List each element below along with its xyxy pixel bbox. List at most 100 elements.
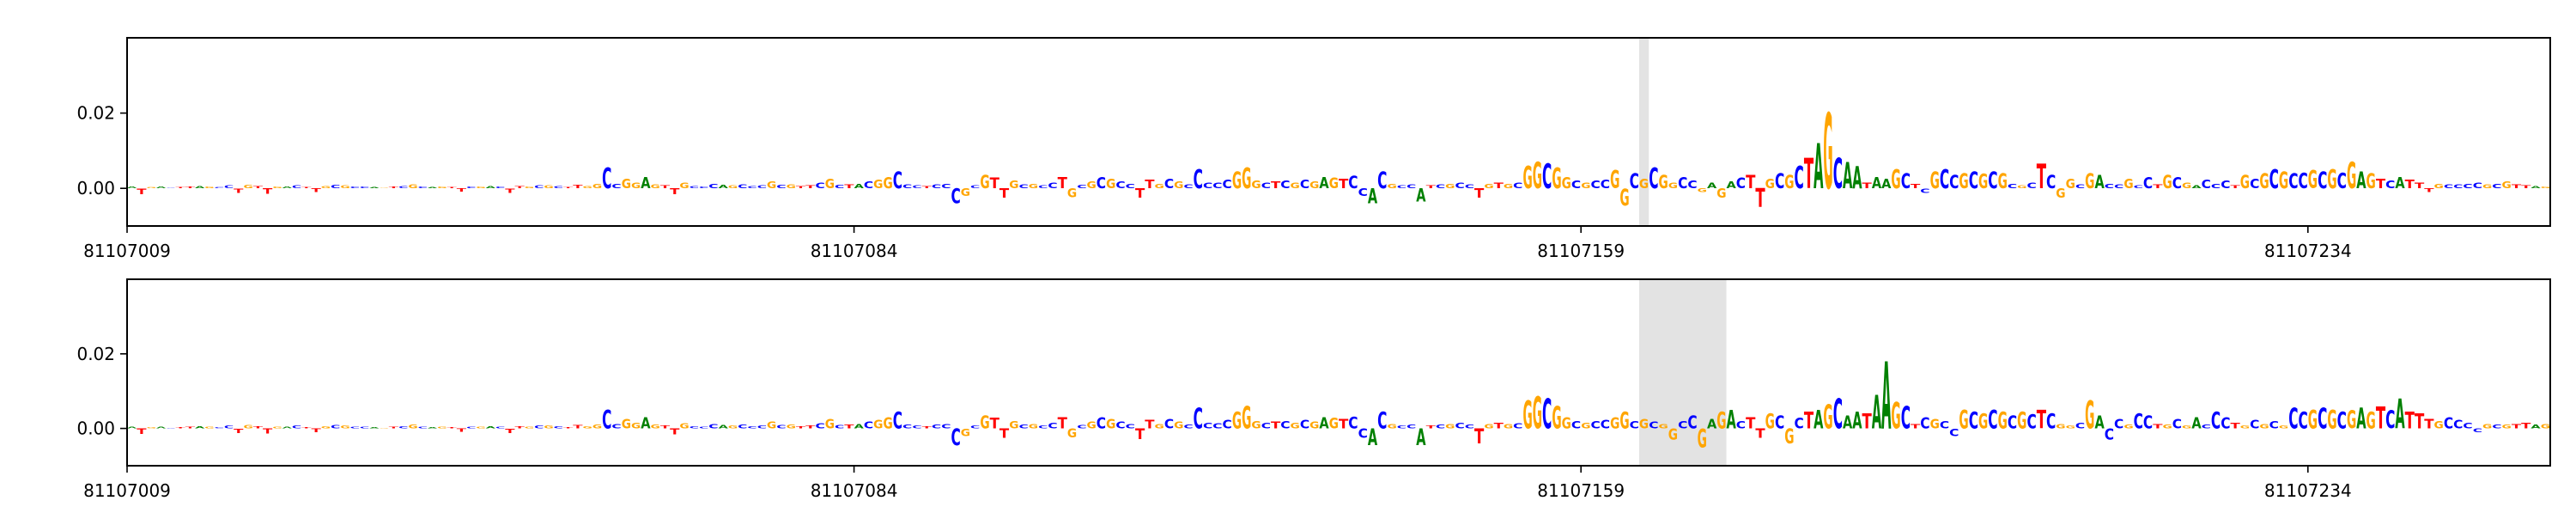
logo-letter: T [2512, 184, 2522, 190]
logo-letter: C [398, 186, 408, 189]
logo-letter: C [1630, 420, 1639, 431]
logo-letter: G [1959, 169, 1968, 193]
logo-letter: C [1164, 177, 1174, 192]
logo-letter: G [2347, 406, 2356, 435]
logo-letter: C [215, 186, 224, 188]
logo-letter: G [1106, 417, 1115, 431]
logo-letter: A [2191, 415, 2202, 433]
logo-letter: G [592, 424, 602, 430]
logo-letter: G [1698, 187, 1707, 193]
logo-letter: G [651, 424, 660, 430]
logo-letter: C [215, 427, 224, 429]
logo-letter: C [690, 425, 699, 429]
logo-letter: G [825, 177, 835, 192]
logo-letter: C [1649, 163, 1658, 196]
logo-letter: A [127, 186, 137, 189]
logo-letter: C [1183, 424, 1193, 430]
logo-letter: C [2337, 409, 2347, 435]
logo-letter: T [1755, 184, 1765, 214]
logo-letter: G [2066, 424, 2075, 430]
logo-letter: A [428, 427, 437, 429]
logo-letter: A [2395, 174, 2405, 192]
logo-letter: G [408, 424, 417, 430]
logo-letter: C [2221, 415, 2230, 433]
logo-letter: C [2444, 184, 2453, 190]
logo-letter: C [902, 424, 912, 430]
logo-letter: T [505, 187, 515, 195]
logo-letter: G [2162, 424, 2172, 430]
logo-letter: G [2327, 405, 2336, 435]
logo-letter: T [515, 425, 525, 429]
logo-letter: A [1872, 174, 1882, 192]
logo-letter: C [1223, 418, 1232, 431]
logo-letter: A [641, 174, 651, 192]
logo-letter: G [1387, 423, 1396, 430]
logo-letter: G [1329, 175, 1339, 192]
logo-letter: C [2473, 182, 2482, 191]
logo-letter: A [1416, 425, 1425, 451]
logo-letter: G [147, 427, 156, 429]
logo-letter: G [1930, 417, 1940, 431]
logo-letter: G [2240, 173, 2250, 193]
logo-letter: A [1852, 409, 1862, 435]
logo-letter: G [622, 177, 631, 192]
logo-letter: C [1406, 424, 1416, 430]
logo-letter: C [1949, 427, 1959, 438]
logo-letter: G [525, 426, 534, 430]
logo-letter: G [2366, 169, 2376, 193]
logo-letter: C [1348, 414, 1358, 433]
logo-letter: T [457, 187, 467, 192]
logo-letter: A [1843, 413, 1853, 433]
logo-letter: G [2085, 393, 2094, 437]
logo-letter: C [970, 424, 980, 430]
logo-letter: C [951, 184, 960, 208]
logo-letter: C [1988, 168, 1997, 195]
logo-letter: T [999, 426, 1010, 441]
logo-letter: C [1048, 422, 1057, 430]
logo-letter: G [787, 424, 796, 430]
logo-letter: C [166, 187, 175, 188]
logo-letter: C [1397, 424, 1406, 430]
logo-letter: C [708, 423, 718, 430]
logo-letter: C [2105, 426, 2114, 444]
logo-letter: C [2202, 424, 2211, 430]
logo-letter: G [2434, 182, 2444, 190]
logo-letter: C [350, 186, 360, 189]
logo-letter: G [728, 424, 738, 430]
logo-panel: A T G A C T T A G C C TG TT G A C T TG C G C C A G T C G C A G T TC G A C T… [76, 37, 2551, 261]
logo-letter: C [1542, 158, 1552, 198]
logo-letter: T [457, 428, 467, 433]
logo-letter: C [1261, 182, 1271, 191]
logo-letter: C [1194, 403, 1203, 436]
logo-letter: C [2318, 403, 2327, 436]
logo-letter: G [1552, 400, 1561, 437]
logo-letter: A [2530, 424, 2541, 430]
logo-letter: C [466, 186, 476, 189]
logo-letter: C [1203, 182, 1212, 191]
logo-letter: G [1242, 400, 1251, 437]
logo-letter: A [2530, 186, 2540, 189]
logo-letter: G [1232, 409, 1242, 435]
logo-letter: T [185, 426, 195, 429]
logo-letter: G [980, 173, 989, 193]
logo-letter: C [534, 185, 544, 189]
logo-letter: T [1058, 174, 1068, 192]
logo-letter: G [1978, 170, 1988, 193]
logo-letter: C [1571, 420, 1581, 431]
logo-letter: T [670, 187, 679, 197]
logo-letter: G [728, 185, 738, 190]
logo-letter: T [990, 415, 1000, 431]
logo-letter: C [1833, 392, 1843, 439]
logo-letter: A [1319, 415, 1329, 433]
logo-letter: C [747, 425, 756, 429]
logo-letter: G [1639, 417, 1649, 431]
logo-letter: T [515, 186, 525, 189]
logo-letter: G [1998, 409, 2008, 435]
logo-letter: C [398, 425, 408, 429]
logo-letter: G [2017, 409, 2026, 435]
logo-letter: G [1029, 423, 1038, 430]
logo-letter: C [932, 184, 941, 190]
logo-letter: C [2105, 182, 2114, 190]
logo-letter: G [622, 417, 631, 431]
logo-letter: C [602, 405, 611, 435]
